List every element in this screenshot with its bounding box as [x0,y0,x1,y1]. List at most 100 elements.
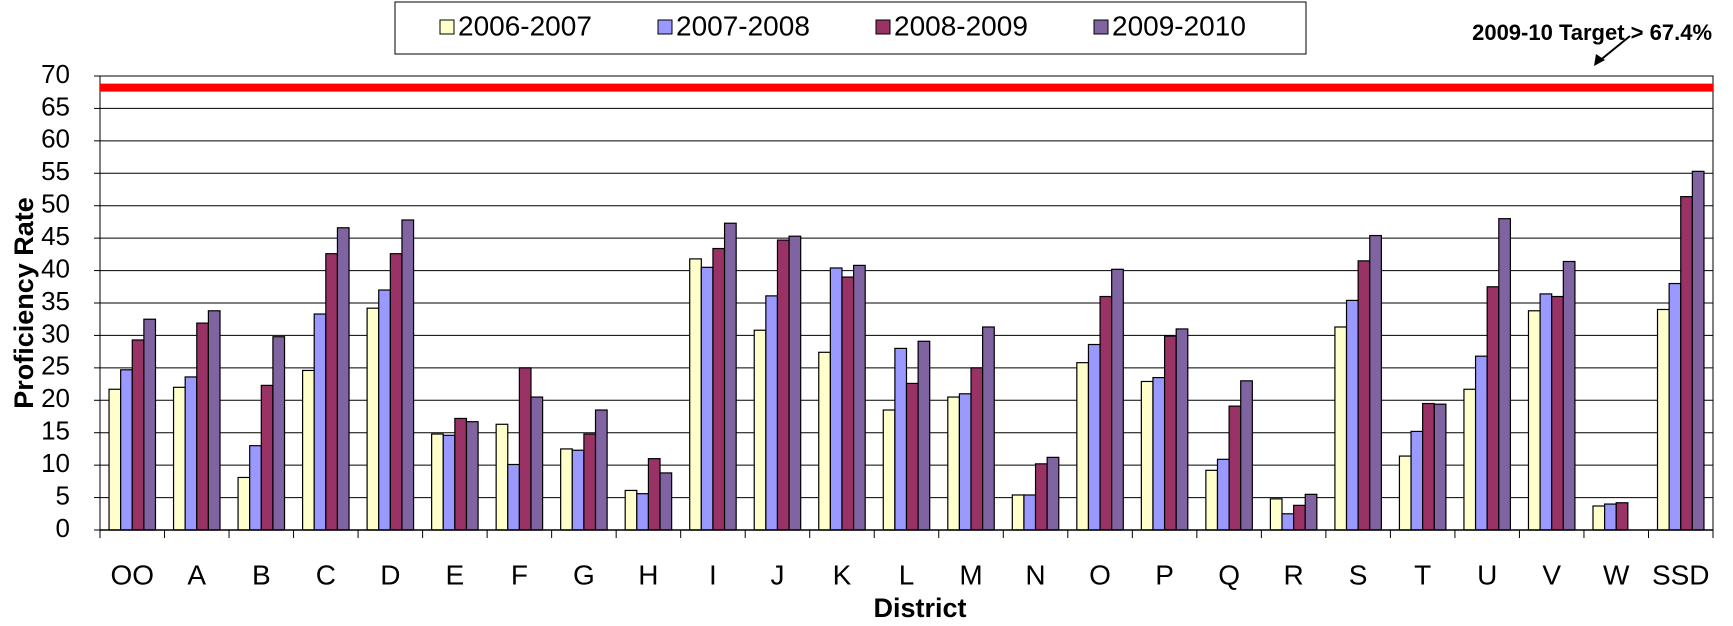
bar [1486,286,1500,531]
bar [1269,498,1283,531]
bar [378,289,391,531]
x-tick-label: SSD [1652,559,1710,590]
y-tick-label: 30 [41,318,70,348]
bar [659,472,673,531]
bar [1293,504,1306,531]
x-axis-title: District [873,593,966,623]
x-tick-label: T [1414,559,1431,590]
bar [1562,260,1576,531]
bar [982,326,995,531]
bar [325,253,339,531]
bar [401,219,415,531]
bar [184,376,198,531]
x-tick-label: U [1477,559,1497,590]
bar [776,239,790,531]
bar [143,318,157,531]
bar [765,295,779,531]
bar [1680,196,1693,531]
bar [196,322,209,531]
bar [1615,502,1629,531]
legend-swatch [439,19,455,35]
bar [594,409,608,531]
bar [1433,403,1447,531]
x-tick-label: K [833,559,852,590]
bar [1539,293,1553,531]
bar [1668,282,1682,531]
bar [1498,218,1512,531]
bar [583,433,597,531]
bar [237,476,251,531]
bar [518,367,532,531]
bar [442,434,456,531]
legend-swatch [657,19,673,35]
bar [172,386,186,531]
bar [723,222,737,531]
bar [894,347,908,531]
bar [1604,503,1617,531]
legend-label: 2007-2008 [676,10,810,41]
y-tick-label: 55 [41,156,70,186]
bar [272,336,286,531]
x-tick-label: V [1542,559,1561,590]
bar [530,396,544,531]
legend-box [394,1,1307,55]
x-tick-label: G [573,559,595,590]
x-tick-label: A [187,559,206,590]
y-tick-label: 70 [41,59,70,89]
x-tick-label: M [959,559,982,590]
y-tick-label: 45 [41,221,70,251]
y-tick-label: 60 [41,124,70,154]
bar [905,382,919,531]
legend-label: 2009-2010 [1112,10,1246,41]
y-tick-label: 25 [41,351,70,381]
y-tick-label: 0 [56,513,70,543]
y-tick-label: 50 [41,189,70,219]
bar [366,307,380,531]
bar [1410,430,1424,531]
bar [689,258,702,531]
bar [507,463,520,531]
bar [131,339,145,531]
bar [249,445,262,531]
bar [1304,493,1318,531]
x-tick-label: Q [1218,559,1240,590]
bar [108,388,122,531]
bar [207,310,221,531]
bar [1551,295,1564,531]
bar [313,313,327,531]
bar [454,417,468,531]
x-tick-label: N [1025,559,1045,590]
bar [1034,463,1048,531]
bar [1011,494,1025,531]
x-tick-label: H [638,559,658,590]
annotation: 2009-10 Target > 67.4% [1472,20,1712,45]
bar [947,396,961,531]
x-tick-label: E [446,559,465,590]
bar [1334,326,1348,531]
bar [788,235,802,531]
x-tick-label: D [380,559,400,590]
bar [336,227,350,531]
bar [1592,505,1606,531]
bar [1240,380,1253,531]
y-tick-label: 40 [41,253,70,283]
bar [1281,513,1295,531]
bar [753,329,767,531]
bar [1656,308,1670,531]
bar [1474,355,1488,531]
bar [712,247,726,531]
bar [647,458,661,531]
bar [1111,268,1124,531]
legend-swatch [1093,19,1109,35]
bar [495,423,509,531]
bar [624,489,638,531]
bar [958,393,972,531]
x-tick-label: OO [110,559,154,590]
bar [560,448,573,531]
bar [1691,170,1705,531]
bar [818,351,831,531]
y-tick-label: 10 [41,448,70,478]
legend-swatch [875,19,891,35]
bar [1216,458,1230,531]
bar [1099,295,1113,531]
